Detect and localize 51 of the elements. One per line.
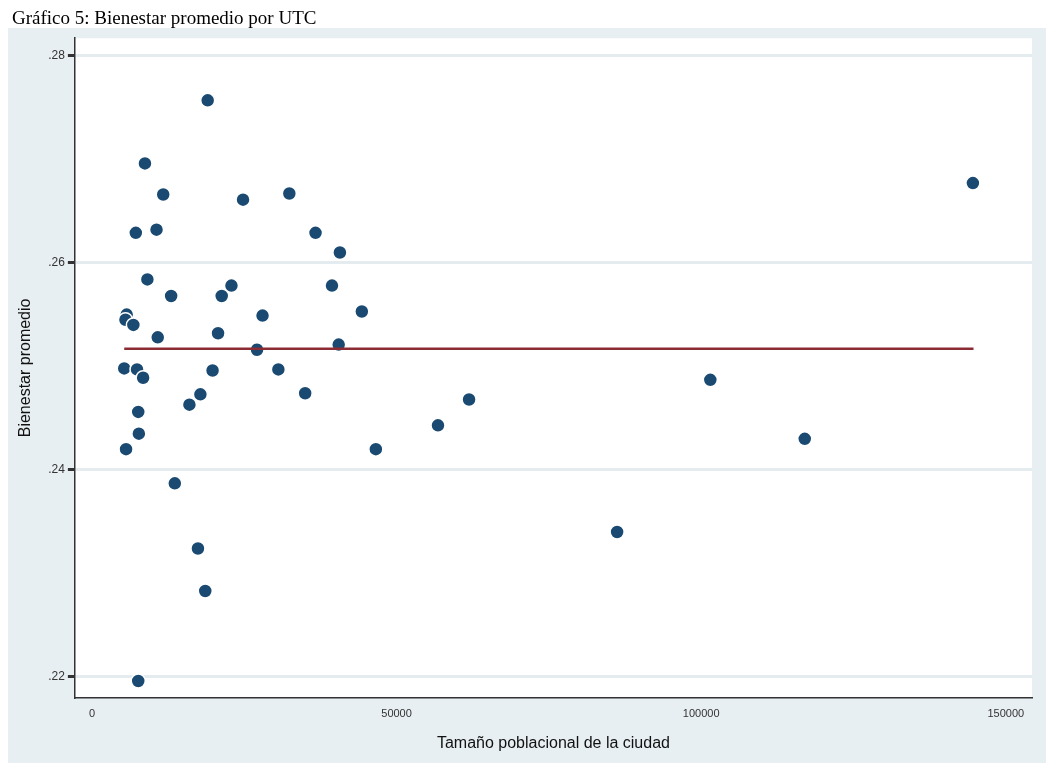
point bbox=[199, 92, 216, 109]
point bbox=[190, 540, 206, 557]
chart-title: Gráfico 5: Bienestar promedio por UTC bbox=[12, 7, 318, 28]
point bbox=[324, 277, 340, 294]
point bbox=[131, 425, 147, 442]
point bbox=[368, 441, 384, 457]
point bbox=[130, 673, 146, 689]
point bbox=[192, 386, 209, 403]
point bbox=[148, 221, 165, 238]
y-tick-label: .24 bbox=[48, 462, 66, 477]
point bbox=[167, 475, 183, 492]
point bbox=[118, 441, 134, 457]
point bbox=[354, 303, 370, 320]
point bbox=[125, 317, 142, 333]
point bbox=[149, 329, 166, 346]
point bbox=[197, 583, 214, 599]
point bbox=[965, 175, 981, 191]
point bbox=[297, 385, 313, 402]
point bbox=[609, 524, 625, 540]
y-axis-title: Bienestar promedio bbox=[16, 298, 34, 438]
y-tick-label: .26 bbox=[48, 255, 66, 270]
point bbox=[332, 244, 348, 261]
x-tick-label: 150000 bbox=[987, 707, 1025, 720]
x-tick-label: 0 bbox=[88, 707, 95, 720]
point bbox=[204, 362, 221, 379]
point bbox=[270, 361, 287, 378]
x-axis-title: Tamaño poblacional de la ciudad bbox=[436, 733, 670, 751]
point bbox=[254, 307, 271, 324]
point bbox=[128, 225, 144, 241]
point bbox=[461, 391, 477, 408]
point bbox=[223, 277, 240, 294]
x-tick-label: 100000 bbox=[682, 707, 720, 720]
point bbox=[797, 431, 813, 447]
y-tick-label: .28 bbox=[48, 48, 66, 63]
point bbox=[155, 186, 171, 203]
point bbox=[307, 225, 324, 241]
point bbox=[116, 360, 132, 377]
y-tick-label: .22 bbox=[48, 669, 66, 684]
point bbox=[137, 155, 153, 172]
point bbox=[210, 325, 226, 341]
point bbox=[702, 372, 719, 388]
point bbox=[430, 417, 446, 434]
point bbox=[135, 369, 151, 386]
point bbox=[139, 271, 156, 288]
point bbox=[281, 185, 298, 202]
point bbox=[235, 191, 251, 208]
point bbox=[213, 288, 230, 304]
point bbox=[181, 396, 198, 413]
point bbox=[163, 288, 179, 304]
point bbox=[130, 404, 146, 420]
x-tick-label: 50000 bbox=[381, 707, 412, 720]
